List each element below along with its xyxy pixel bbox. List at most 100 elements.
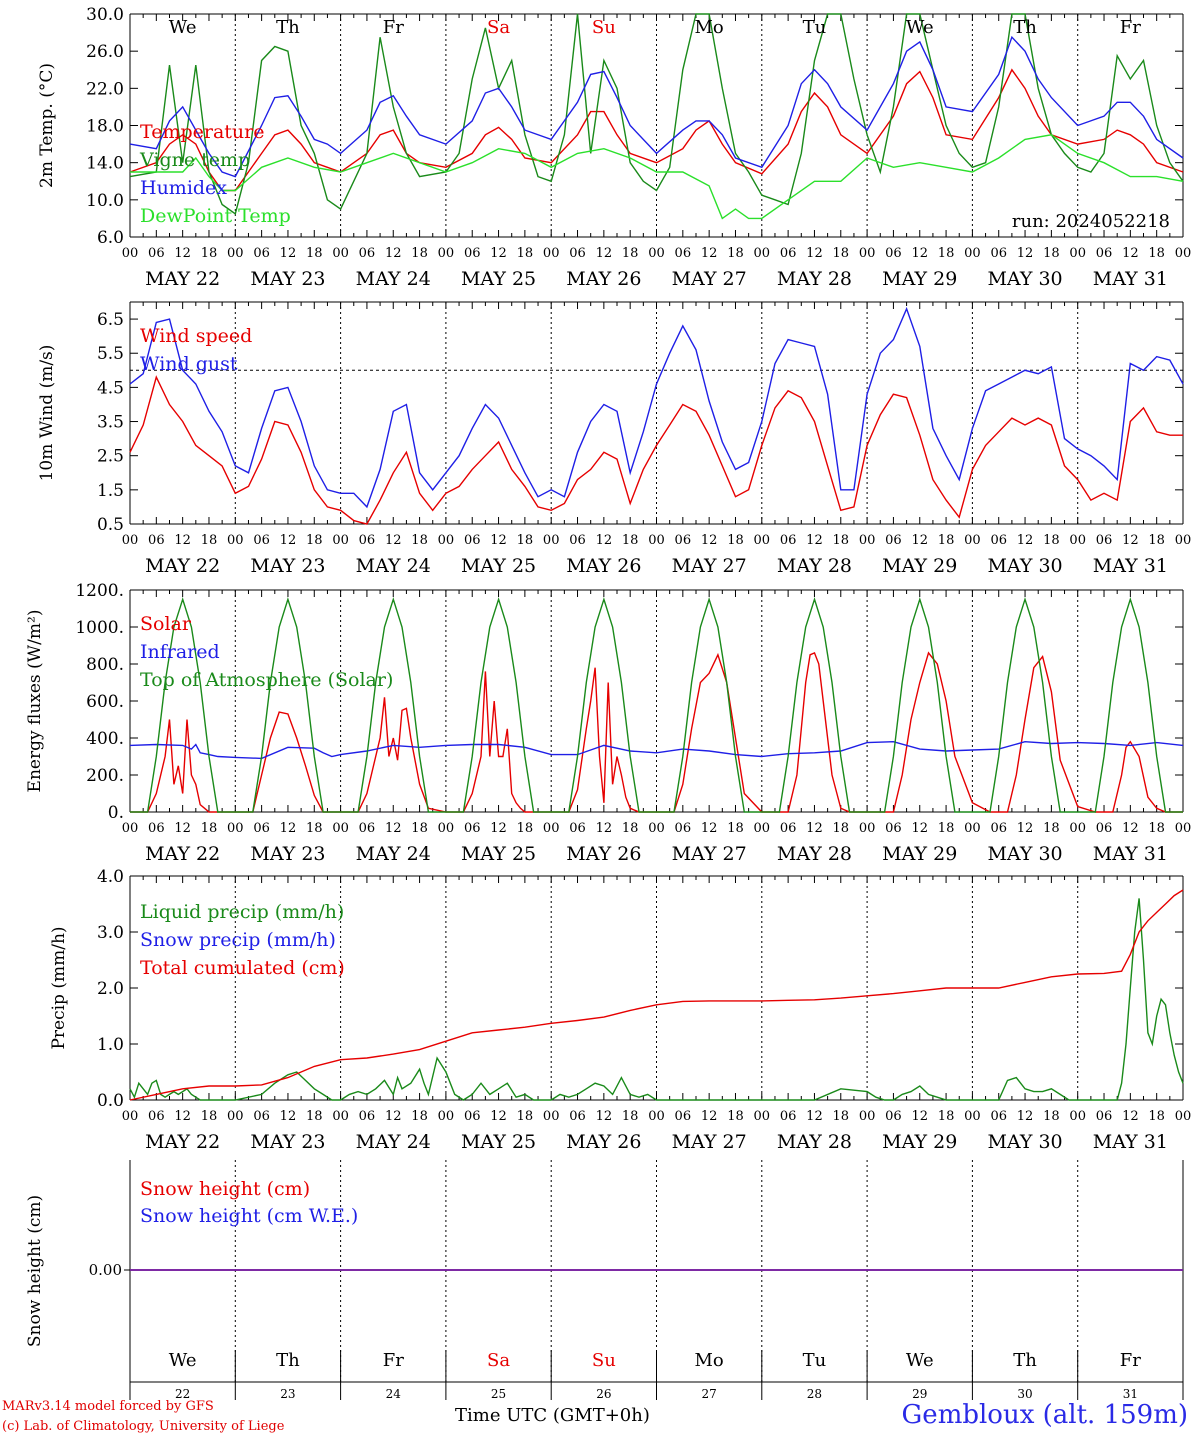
weekday-label: Su — [592, 17, 616, 38]
hour-tick-label: 18 — [517, 821, 534, 836]
hour-tick-label: 06 — [675, 533, 692, 548]
date-label: MAY 30 — [987, 1131, 1062, 1153]
hour-tick-label: 18 — [306, 821, 323, 836]
hour-tick-label: 06 — [780, 533, 797, 548]
date-label: MAY 26 — [566, 555, 641, 577]
weekday-label: Sa — [487, 17, 510, 38]
hour-tick-label: 00 — [543, 821, 560, 836]
y-tick-label: 26.0 — [86, 42, 124, 62]
y-tick-label: 10.0 — [86, 191, 124, 211]
hour-tick-label: 18 — [622, 533, 639, 548]
hour-tick-label: 00 — [438, 246, 455, 261]
hour-tick-label: 00 — [754, 1109, 771, 1124]
day-number-label: 29 — [912, 1387, 927, 1400]
hour-tick-label: 18 — [306, 1109, 323, 1124]
hour-tick-label: 00 — [1069, 246, 1086, 261]
hour-tick-label: 06 — [359, 246, 376, 261]
date-label: MAY 25 — [461, 555, 536, 577]
hour-tick-label: 18 — [1148, 246, 1165, 261]
date-label: MAY 22 — [145, 1131, 220, 1153]
legend-entry: Wind gust — [140, 353, 238, 375]
hour-tick-label: 00 — [543, 246, 560, 261]
weekday-label: Mo — [695, 17, 724, 38]
series-line-total-cumulated-cm- — [129, 889, 1184, 1101]
date-label: MAY 28 — [777, 1131, 852, 1153]
day-number-label: 27 — [702, 1387, 717, 1400]
date-label: MAY 24 — [356, 1131, 431, 1153]
date-label: MAY 22 — [145, 268, 220, 290]
hour-tick-label: 18 — [1043, 821, 1060, 836]
legend-entry: Liquid precip (mm/h) — [140, 901, 344, 923]
panel-energy: 0. 200. 400. 600. 800. 1000. 1200. Energy fluxe… — [25, 581, 1191, 865]
hour-tick-label: 06 — [569, 246, 586, 261]
weekday-label: Th — [276, 1350, 300, 1371]
date-label: MAY 31 — [1093, 268, 1168, 290]
hour-tick-label: 12 — [911, 246, 928, 261]
hour-tick-label: 00 — [859, 821, 876, 836]
hour-tick-label: 06 — [569, 1109, 586, 1124]
legend-entry: Solar — [140, 613, 192, 635]
hour-tick-label: 06 — [780, 821, 797, 836]
hour-tick-label: 00 — [648, 533, 665, 548]
hour-tick-label: 06 — [1096, 821, 1113, 836]
hour-tick-label: 00 — [227, 533, 244, 548]
hour-tick-label: 06 — [990, 821, 1007, 836]
hour-tick-label: 18 — [727, 1109, 744, 1124]
hour-tick-label: 12 — [174, 1109, 191, 1124]
y-axis-title: 2m Temp. (°C) — [37, 63, 57, 188]
weekday-label: We — [906, 1350, 934, 1371]
day-number-label: 22 — [175, 1387, 190, 1400]
hour-tick-label: 00 — [964, 246, 981, 261]
hour-tick-label: 06 — [780, 246, 797, 261]
hour-tick-label: 12 — [701, 821, 718, 836]
series-line-wind-gust — [129, 306, 1184, 509]
hour-tick-label: 12 — [174, 246, 191, 261]
date-label: MAY 22 — [145, 555, 220, 577]
hour-tick-label: 00 — [122, 1109, 139, 1124]
series-line-solar — [130, 651, 1183, 813]
hour-tick-label: 18 — [411, 246, 428, 261]
hour-tick-label: 00 — [648, 246, 665, 261]
y-tick-label: 5.5 — [97, 344, 124, 364]
weekday-label: We — [169, 17, 197, 38]
series-line-vigne-temp — [129, 13, 1184, 215]
hour-tick-label: 18 — [201, 1109, 218, 1124]
hour-tick-label: 00 — [1069, 533, 1086, 548]
date-label: MAY 27 — [672, 268, 747, 290]
hour-tick-label: 00 — [754, 533, 771, 548]
hour-tick-label: 12 — [1017, 821, 1034, 836]
hour-tick-label: 12 — [806, 246, 823, 261]
hour-tick-label: 00 — [1175, 1109, 1192, 1124]
date-label: MAY 27 — [672, 843, 747, 865]
hour-tick-label: 18 — [622, 1109, 639, 1124]
date-label: MAY 29 — [882, 555, 957, 577]
legend-entry: Wind speed — [140, 325, 252, 347]
hour-tick-label: 12 — [385, 246, 402, 261]
hour-tick-label: 06 — [1096, 246, 1113, 261]
hour-tick-label: 06 — [148, 1109, 165, 1124]
hour-tick-label: 06 — [253, 1109, 270, 1124]
hour-tick-label: 18 — [833, 533, 850, 548]
date-label: MAY 25 — [461, 268, 536, 290]
hour-tick-label: 18 — [201, 533, 218, 548]
hour-tick-label: 12 — [806, 533, 823, 548]
day-number-label: 23 — [280, 1387, 295, 1400]
hour-tick-label: 18 — [201, 246, 218, 261]
hour-tick-label: 18 — [1043, 246, 1060, 261]
hour-tick-label: 12 — [806, 1109, 823, 1124]
hour-tick-label: 12 — [596, 1109, 613, 1124]
series-line-humidex — [129, 35, 1184, 178]
date-label: MAY 28 — [777, 555, 852, 577]
hour-tick-label: 06 — [885, 1109, 902, 1124]
day-number-label: 31 — [1123, 1387, 1138, 1400]
y-axis-title: 10m Wind (m/s) — [37, 345, 57, 482]
hour-tick-label: 06 — [464, 821, 481, 836]
series-line-wind-speed — [129, 375, 1183, 525]
hour-tick-label: 06 — [675, 821, 692, 836]
hour-tick-label: 00 — [543, 1109, 560, 1124]
hour-tick-label: 12 — [1017, 246, 1034, 261]
hour-tick-label: 06 — [569, 821, 586, 836]
weekday-label: Th — [1013, 1350, 1037, 1371]
hour-tick-label: 06 — [1096, 533, 1113, 548]
y-tick-label: 18.0 — [86, 117, 124, 137]
